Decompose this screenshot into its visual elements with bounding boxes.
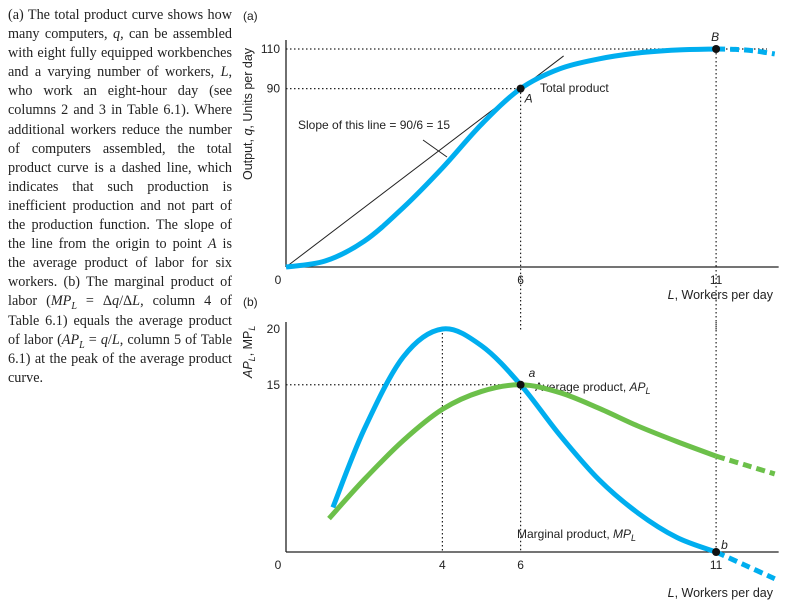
caption-segment: L — [71, 301, 77, 313]
caption-segment: , column 4 of Table 6.1) equals the aver… — [8, 293, 232, 348]
x-tick-label: 0 — [275, 558, 282, 572]
point-label: b — [721, 538, 728, 552]
point-label: B — [711, 30, 719, 44]
point-a — [516, 380, 525, 389]
ray-label: Slope of this line = 90/6 = 15 — [298, 118, 450, 132]
total-product-curve-dashed — [716, 46, 776, 57]
x-tick-label: 6 — [517, 558, 524, 572]
panel-b-xlabel: L, Workers per day — [668, 586, 774, 600]
point-label: a — [529, 366, 536, 380]
caption-segment: is the average product of labor for six … — [8, 236, 232, 310]
total-product-label: Total product — [540, 81, 609, 95]
panel-a-xlabel: L, Workers per day — [668, 288, 774, 302]
caption-segment: MP — [50, 293, 72, 310]
x-tick-label: 6 — [517, 273, 524, 287]
caption-segment: , who work an eight-hour day (see column… — [8, 64, 232, 253]
point-B — [712, 45, 721, 53]
caption-segment: , column 5 of Table 6.1) at the peak of … — [8, 331, 232, 386]
marginal-product-label: Marginal product, MPL — [517, 527, 636, 543]
caption-segment: /Δ — [119, 293, 133, 310]
caption-segment: L — [132, 293, 141, 310]
x-tick-label: 11 — [710, 558, 723, 572]
panel-a-label: (a) — [243, 9, 258, 23]
caption-segment: q — [112, 293, 120, 310]
marginal-product-curve-dashed — [715, 549, 776, 582]
caption-segment: = — [84, 331, 101, 348]
caption-segment: , can be assembled with eight fully equi… — [8, 26, 232, 81]
point-A — [516, 84, 525, 93]
y-tick-label: 20 — [267, 322, 281, 336]
caption-segment: q — [112, 26, 121, 43]
x-tick-label: 0 — [275, 273, 282, 287]
caption-segment: L — [79, 339, 85, 351]
point-label: A — [524, 92, 533, 106]
caption-segment: (a) The total product curve shows how ma… — [8, 7, 232, 43]
total-product-curve — [285, 46, 717, 270]
marginal-product-curve — [330, 326, 717, 555]
caption-segment: / — [107, 331, 112, 348]
caption-segment: L — [111, 331, 120, 348]
panel-a-ylabel: Output, q, Units per day — [241, 47, 255, 180]
panel-b-label: (b) — [243, 295, 258, 309]
y-tick-label: 15 — [267, 378, 281, 392]
point-b — [712, 548, 721, 556]
caption-segment: AP — [61, 331, 80, 348]
average-product-curve — [327, 382, 717, 521]
y-tick-label: 90 — [267, 82, 281, 96]
figure-caption: (a) The total product curve shows how ma… — [8, 6, 232, 388]
caption-segment: = Δ — [76, 293, 112, 310]
caption-segment: q — [100, 331, 108, 348]
x-tick-label: 4 — [439, 558, 446, 572]
x-tick-label: 11 — [710, 273, 723, 287]
panel-b-ylabel: APL, MPL — [241, 326, 257, 379]
caption-segment: A — [207, 236, 217, 253]
average-product-curve-dashed — [715, 453, 776, 477]
caption-segment: L — [220, 64, 229, 81]
y-tick-label: 110 — [261, 42, 280, 56]
ray-label-leader — [422, 139, 448, 158]
